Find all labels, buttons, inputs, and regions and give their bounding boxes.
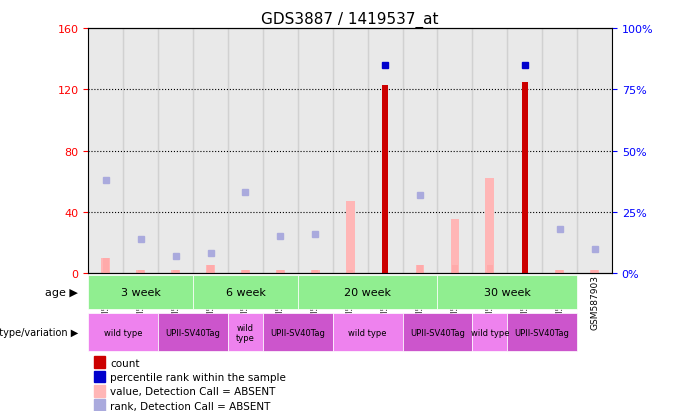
Text: UPII-SV40Tag: UPII-SV40Tag <box>271 328 325 337</box>
Title: GDS3887 / 1419537_at: GDS3887 / 1419537_at <box>261 12 439 28</box>
Text: count: count <box>110 358 140 368</box>
Bar <box>417 266 423 273</box>
Bar <box>101 258 110 273</box>
Bar <box>473 29 507 273</box>
Bar <box>173 271 179 273</box>
Bar <box>242 271 249 273</box>
Bar <box>556 271 564 273</box>
Bar <box>577 29 612 273</box>
Bar <box>486 179 494 273</box>
Bar <box>333 29 368 273</box>
Bar <box>88 314 158 351</box>
Bar <box>88 29 123 273</box>
Bar <box>88 275 193 310</box>
Bar <box>137 271 145 273</box>
Text: wild type: wild type <box>348 328 387 337</box>
Text: rank, Detection Call = ABSENT: rank, Detection Call = ABSENT <box>110 401 271 411</box>
Bar <box>137 271 144 273</box>
Bar <box>298 29 333 273</box>
Bar <box>94 399 105 411</box>
Text: UPII-SV40Tag: UPII-SV40Tag <box>166 328 220 337</box>
Bar <box>171 271 180 273</box>
Bar <box>276 271 285 273</box>
Text: 3 week: 3 week <box>121 287 160 297</box>
Bar <box>542 29 577 273</box>
Bar <box>487 266 493 273</box>
Bar <box>556 271 563 273</box>
Bar <box>193 275 298 310</box>
Bar <box>94 371 105 382</box>
Bar <box>158 29 193 273</box>
Bar <box>206 266 215 273</box>
Bar <box>312 271 318 273</box>
Bar <box>263 29 298 273</box>
Text: 30 week: 30 week <box>484 287 530 297</box>
Bar <box>592 271 598 273</box>
Bar <box>346 202 354 273</box>
Text: UPII-SV40Tag: UPII-SV40Tag <box>410 328 465 337</box>
Bar <box>277 271 284 273</box>
Bar <box>507 29 542 273</box>
Bar <box>437 29 473 273</box>
Bar <box>241 271 250 273</box>
Bar <box>123 29 158 273</box>
Bar <box>473 314 507 351</box>
Bar <box>193 29 228 273</box>
Text: 20 week: 20 week <box>344 287 391 297</box>
Bar <box>263 314 333 351</box>
Text: wild
type: wild type <box>236 323 255 342</box>
Bar <box>590 271 599 273</box>
Bar <box>103 258 109 273</box>
Bar <box>158 314 228 351</box>
Text: percentile rank within the sample: percentile rank within the sample <box>110 372 286 382</box>
Bar <box>382 85 388 273</box>
Bar <box>415 266 424 273</box>
Text: age ▶: age ▶ <box>45 287 78 297</box>
Bar <box>347 271 354 273</box>
Bar <box>298 275 437 310</box>
Bar <box>437 275 577 310</box>
Text: wild type: wild type <box>104 328 143 337</box>
Bar <box>451 220 459 273</box>
Bar <box>207 266 214 273</box>
Bar <box>94 356 105 368</box>
Bar <box>94 385 105 396</box>
Bar <box>228 29 263 273</box>
Bar <box>452 266 458 273</box>
Bar <box>403 314 473 351</box>
Bar <box>403 29 437 273</box>
Text: value, Detection Call = ABSENT: value, Detection Call = ABSENT <box>110 387 276 396</box>
Bar <box>333 314 403 351</box>
Text: 6 week: 6 week <box>226 287 265 297</box>
Bar <box>311 271 320 273</box>
Bar <box>507 314 577 351</box>
Text: genotype/variation ▶: genotype/variation ▶ <box>0 328 78 337</box>
Text: wild type: wild type <box>471 328 509 337</box>
Bar <box>522 82 528 273</box>
Bar <box>368 29 403 273</box>
Bar <box>228 314 263 351</box>
Text: UPII-SV40Tag: UPII-SV40Tag <box>515 328 570 337</box>
